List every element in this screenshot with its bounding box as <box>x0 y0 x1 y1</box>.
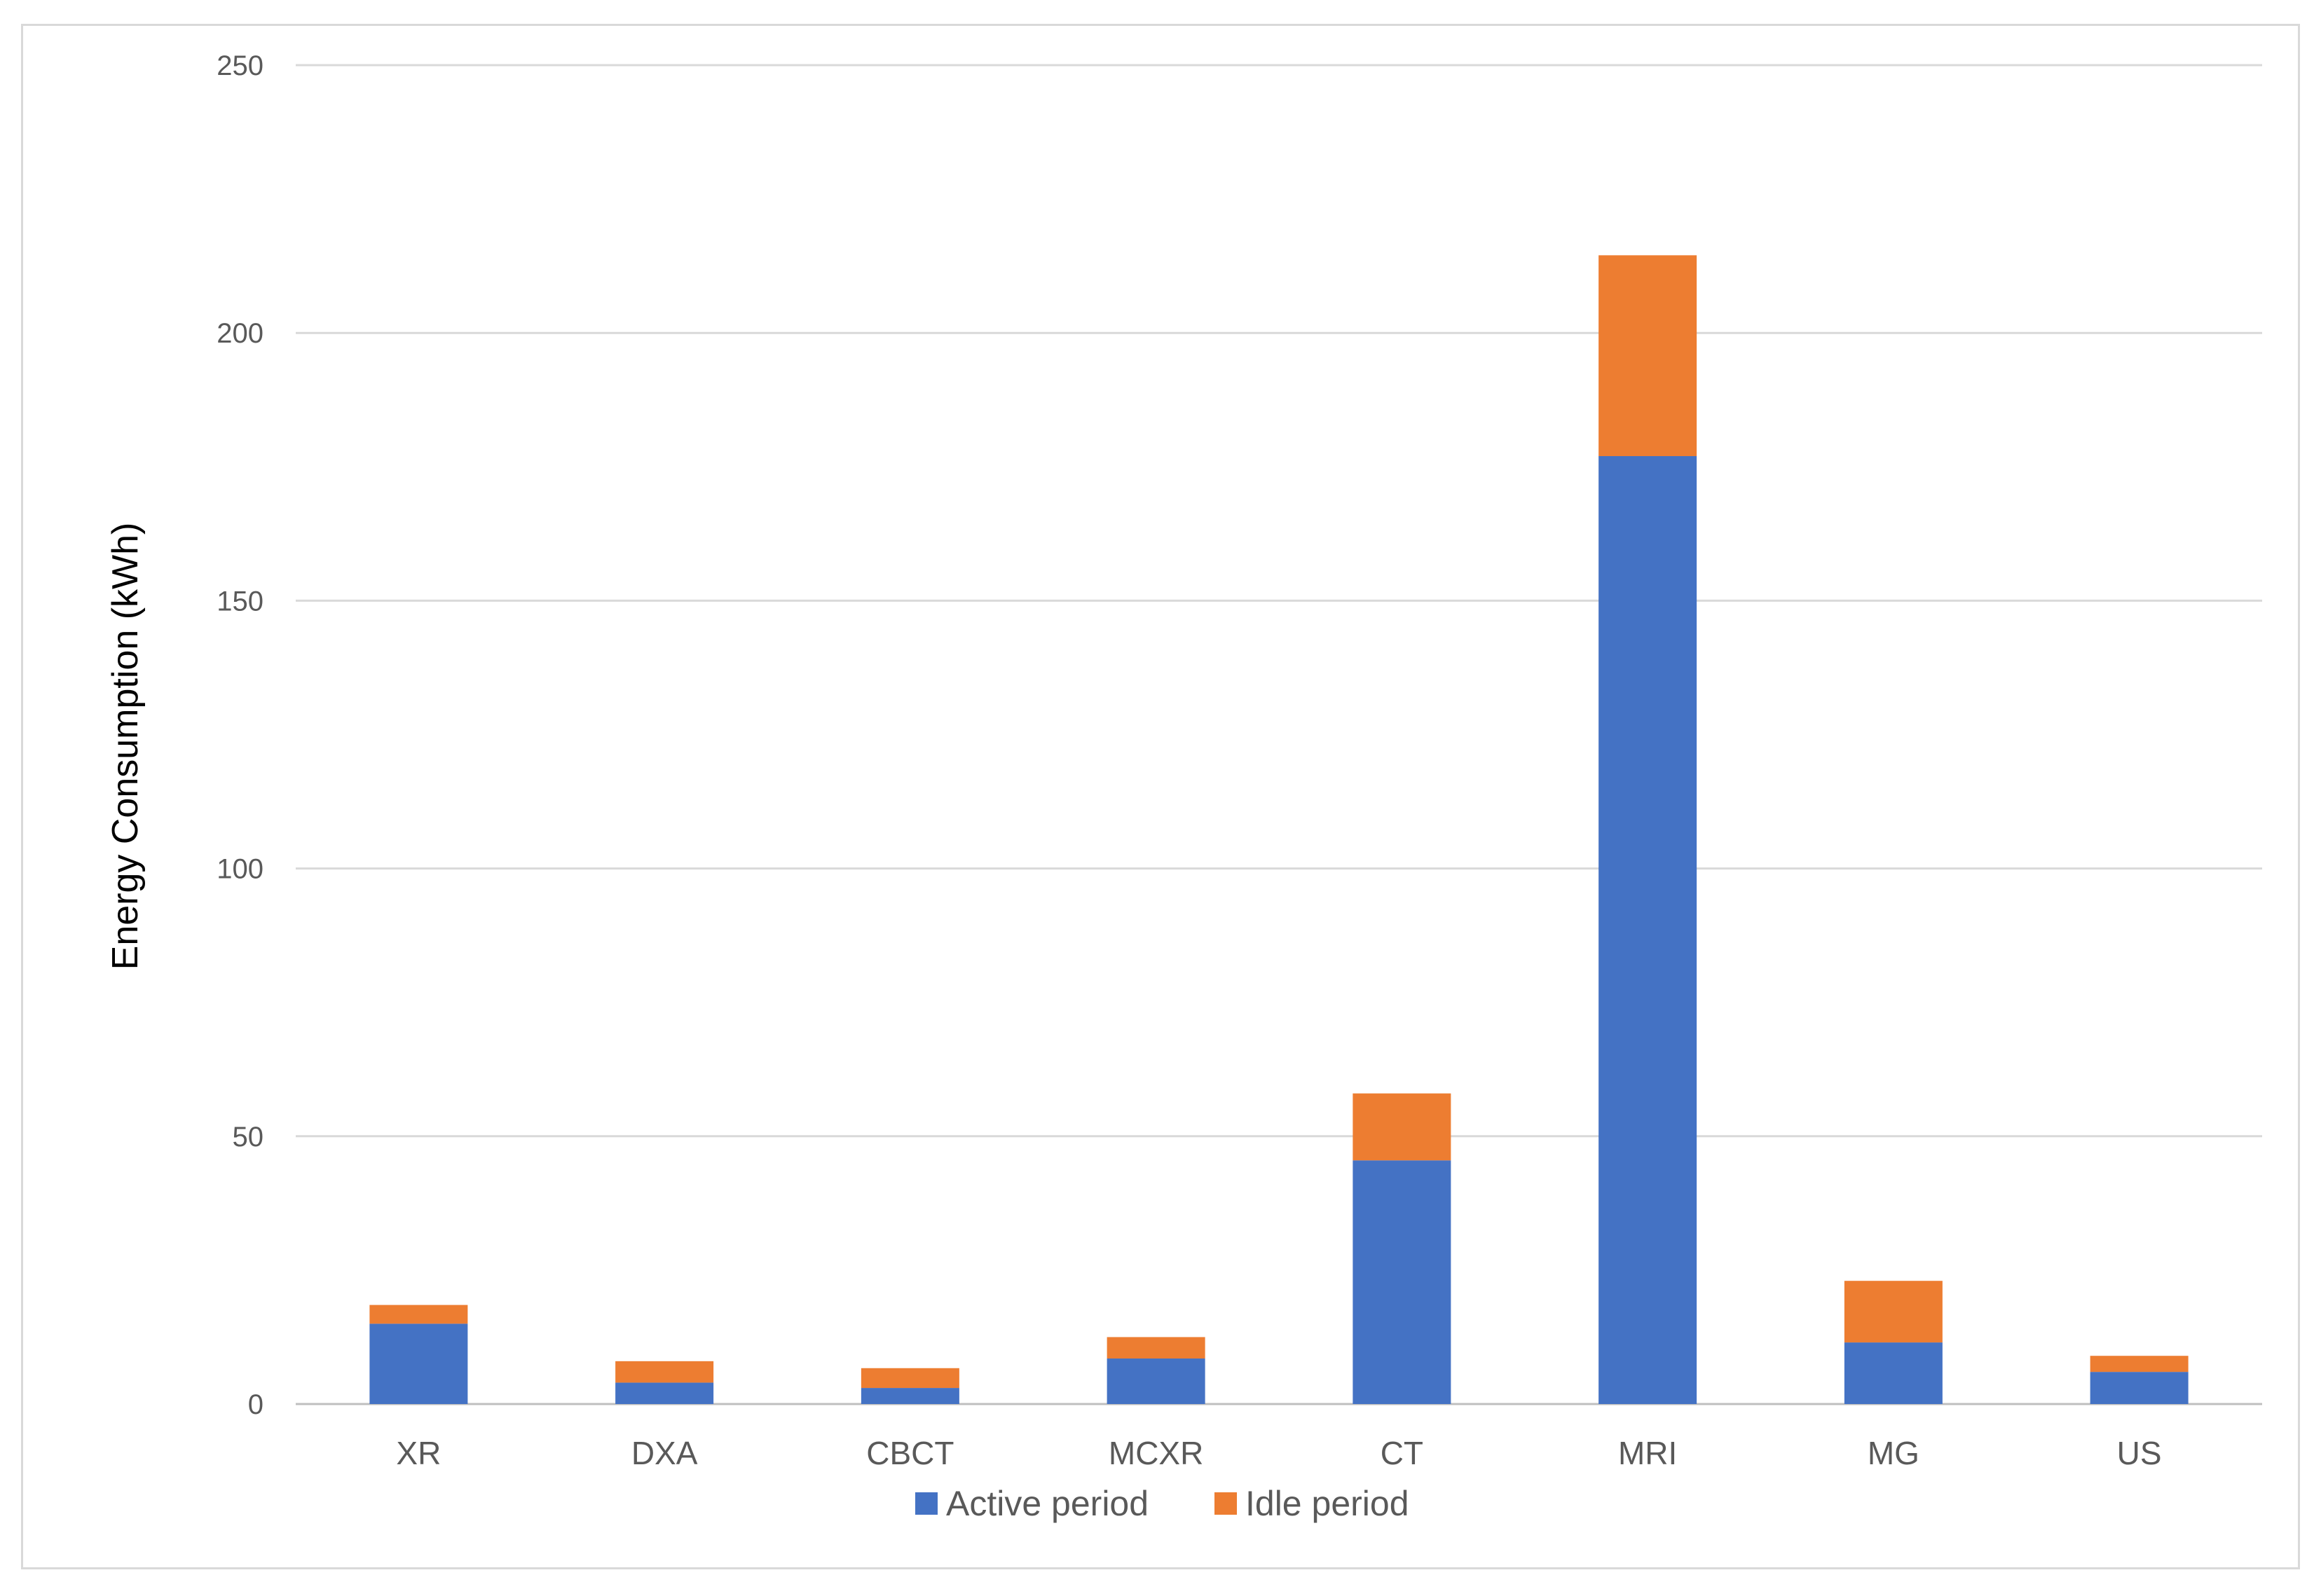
y-tick-label: 150 <box>217 586 263 617</box>
bar-idle-period-us <box>2090 1356 2189 1372</box>
bar-idle-period-mcxr <box>1107 1337 1205 1358</box>
gridlines <box>296 65 2262 1404</box>
bar-active-period-cbct <box>861 1388 959 1404</box>
bar-idle-period-ct <box>1353 1094 1451 1161</box>
x-tick-label: XR <box>396 1435 441 1471</box>
x-axis-category-labels: XR DXA CBCT MCXR CT MRI MG US <box>396 1435 2161 1471</box>
bar-active-period-ct <box>1353 1160 1451 1404</box>
x-tick-label: CT <box>1381 1435 1423 1471</box>
bars <box>369 255 2188 1404</box>
legend-swatch <box>915 1492 938 1515</box>
legend: Active period Idle period <box>915 1484 1409 1523</box>
bar-idle-period-dxa <box>615 1361 713 1383</box>
y-tick-label: 50 <box>233 1122 264 1153</box>
legend-label: Active period <box>946 1484 1149 1523</box>
x-tick-label: CBCT <box>866 1435 954 1471</box>
x-tick-label: MCXR <box>1109 1435 1203 1471</box>
x-tick-label: DXA <box>631 1435 698 1471</box>
bar-idle-period-xr <box>369 1305 467 1324</box>
bar-active-period-dxa <box>615 1382 713 1404</box>
legend-label: Idle period <box>1245 1484 1409 1523</box>
bar-idle-period-mg <box>1844 1281 1943 1342</box>
y-axis-tick-labels: 0 50 100 150 200 250 <box>217 50 263 1420</box>
y-tick-label: 0 <box>248 1389 263 1420</box>
y-tick-label: 100 <box>217 854 263 885</box>
bar-idle-period-mri <box>1598 255 1697 456</box>
bar-idle-period-cbct <box>861 1368 959 1388</box>
x-tick-label: MRI <box>1618 1435 1677 1471</box>
x-tick-label: MG <box>1868 1435 1919 1471</box>
bar-active-period-xr <box>369 1323 467 1404</box>
y-tick-label: 200 <box>217 318 263 349</box>
x-tick-label: US <box>2117 1435 2162 1471</box>
legend-swatch <box>1214 1492 1237 1515</box>
bar-active-period-us <box>2090 1372 2189 1404</box>
bar-active-period-mg <box>1844 1342 1943 1404</box>
y-tick-label: 250 <box>217 50 263 81</box>
bar-active-period-mri <box>1598 456 1697 1404</box>
y-axis-title: Energy Consumption (kWh) <box>105 523 146 970</box>
bar-active-period-mcxr <box>1107 1358 1205 1404</box>
